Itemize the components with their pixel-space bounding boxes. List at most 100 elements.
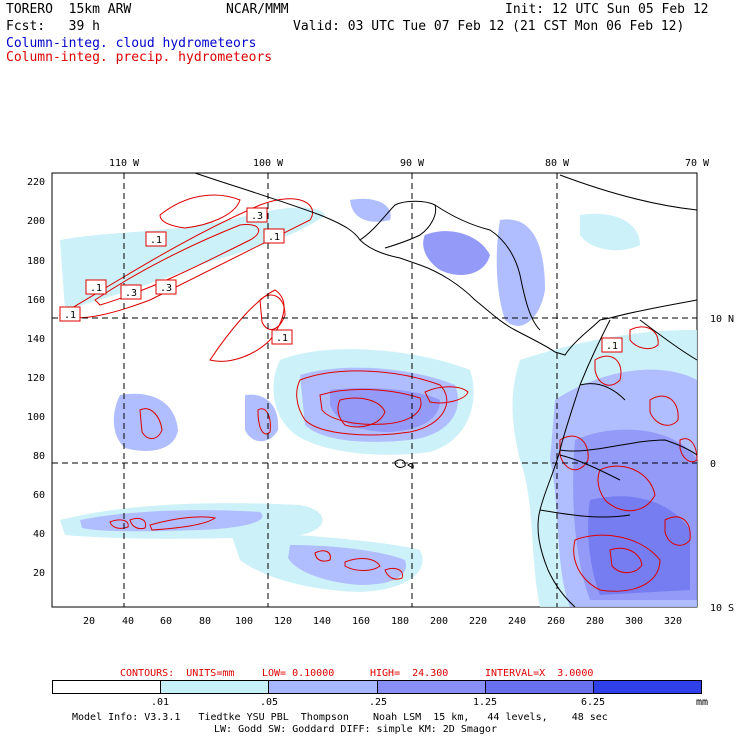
x-tick: 300 — [625, 616, 643, 627]
contour-label: .1 — [150, 235, 162, 246]
y-tick: 180 — [27, 256, 45, 267]
contour-line — [664, 516, 691, 546]
contour-line — [594, 355, 622, 386]
contour-line — [573, 534, 661, 592]
contour-label-box: .3 — [246, 207, 268, 223]
coastlines — [194, 172, 698, 608]
legend-label: .25 — [368, 697, 388, 708]
contour-line — [257, 408, 271, 435]
contour-units: CONTOURS: UNITS=mm — [120, 668, 235, 679]
contour-line — [109, 519, 129, 529]
contour-label: .1 — [268, 232, 280, 243]
contour-line — [424, 386, 469, 404]
field-precip-label: Column-integ. precip. hydrometeors — [6, 50, 273, 65]
y-tick: 100 — [27, 412, 45, 423]
contour-label: .1 — [606, 341, 618, 352]
valid-time: Valid: 03 UTC Tue 07 Feb 12 (21 CST Mon … — [293, 19, 685, 34]
legend-swatch — [485, 681, 594, 693]
lon-label: 80 W — [545, 158, 570, 169]
x-tick: 200 — [430, 616, 448, 627]
contour-label-box: .1 — [145, 231, 167, 247]
y-tick: 220 — [27, 177, 45, 188]
y-tick: 200 — [27, 216, 45, 227]
contour-line — [344, 558, 381, 571]
contour-label-box: .1 — [59, 306, 81, 322]
contour-line — [314, 550, 331, 562]
x-tick: 140 — [313, 616, 331, 627]
coastline-cuba — [559, 174, 698, 211]
cloud-area — [60, 207, 325, 310]
model-title: TORERO 15km ARW — [6, 2, 132, 17]
lon-label: 90 W — [400, 158, 425, 169]
cloud-area — [496, 219, 545, 326]
legend-swatch — [377, 681, 486, 693]
contour-label-box: .3 — [120, 284, 142, 300]
contour-line — [129, 517, 147, 530]
lat-lon-grid — [52, 173, 697, 607]
forecast-hour: Fcst: 39 h — [6, 19, 100, 34]
contour-line — [58, 198, 313, 319]
cloud-area — [350, 198, 391, 222]
legend-label: .01 — [150, 697, 170, 708]
lon-label: 110 W — [109, 158, 140, 169]
contour-high: HIGH= 24.300 — [370, 668, 449, 679]
contour-line — [159, 194, 241, 229]
x-tick: 20 — [83, 616, 95, 627]
contour-label: .3 — [125, 288, 137, 299]
contour-line — [139, 408, 163, 439]
contour-label: .1 — [64, 310, 76, 321]
y-tick: 160 — [27, 295, 45, 306]
x-tick: 60 — [160, 616, 172, 627]
contour-line — [337, 397, 386, 428]
y-tick: 80 — [33, 451, 45, 462]
cloud-area — [580, 213, 640, 251]
lon-label: 100 W — [253, 158, 284, 169]
contour-label: .1 — [276, 333, 288, 344]
cloud-area — [80, 510, 263, 532]
y-tick-labels: 220 200 180 160 140 120 100 80 60 40 20 — [27, 177, 45, 579]
y-tick: 140 — [27, 334, 45, 345]
y-tick: 40 — [33, 529, 45, 540]
contour-label: .3 — [160, 283, 172, 294]
contour-line — [209, 289, 285, 362]
legend-swatch — [161, 681, 270, 693]
contour-label-box: .1 — [601, 337, 623, 353]
contour-line — [649, 395, 679, 426]
init-time: Init: 12 UTC Sun 05 Feb 12 — [505, 2, 709, 17]
coastline-peru-inland — [559, 383, 626, 481]
contour-label-boxes: .1 .1 .3 .1 .3 .3 .1 .1 — [59, 207, 623, 353]
coastline-caribbean — [434, 204, 541, 331]
contour-line — [609, 547, 643, 574]
y-tick: 60 — [33, 490, 45, 501]
x-tick: 40 — [122, 616, 134, 627]
country-border — [539, 439, 698, 518]
lat-labels: 10 N 0 10 S — [710, 314, 734, 614]
x-tick: 260 — [547, 616, 565, 627]
contour-line — [149, 516, 217, 531]
coastline-central-america — [194, 172, 611, 356]
x-tick: 80 — [199, 616, 211, 627]
contour-line — [629, 326, 659, 350]
x-tick: 240 — [508, 616, 526, 627]
coastline-northeast — [639, 319, 698, 361]
legend-swatch — [269, 681, 378, 693]
legend-label: 6.25 — [580, 697, 606, 708]
lat-label: 10 S — [710, 603, 734, 614]
lat-label: 10 N — [710, 314, 734, 325]
x-tick: 320 — [664, 616, 682, 627]
model-info-line2: LW: Godd SW: Goddard DIFF: simple KM: 2D… — [214, 724, 497, 735]
legend-label: .05 — [259, 697, 279, 708]
contour-label: .1 — [90, 283, 102, 294]
cloud-area — [330, 388, 440, 432]
contour-line — [597, 465, 656, 512]
field-cloud-label: Column-integ. cloud hydrometeors — [6, 36, 257, 51]
contour-interval: INTERVAL=X 3.0000 — [485, 668, 594, 679]
cloud-area — [113, 393, 178, 451]
x-tick: 280 — [586, 616, 604, 627]
x-tick: 180 — [391, 616, 409, 627]
x-tick: 220 — [469, 616, 487, 627]
contour-line — [296, 370, 448, 436]
x-tick: 120 — [274, 616, 292, 627]
contour-line — [679, 438, 698, 463]
